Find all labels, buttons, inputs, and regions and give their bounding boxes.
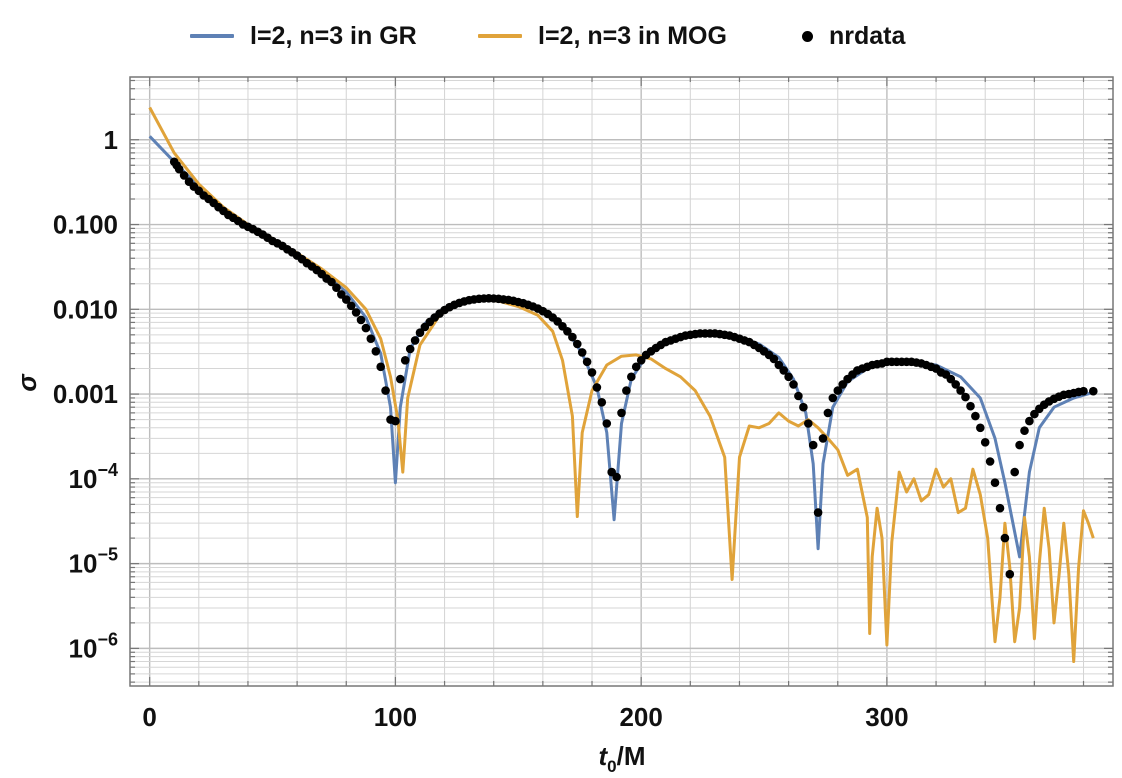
nrdata-point — [563, 327, 572, 336]
nrdata-point — [808, 440, 818, 450]
nrdata-point — [956, 386, 965, 395]
x-tick-label: 0 — [142, 702, 156, 732]
y-tick-label: 10−4 — [69, 460, 118, 494]
nrdata-point — [332, 283, 341, 293]
nrdata-point — [990, 478, 1000, 488]
y-tick-label: 0.010 — [53, 294, 118, 324]
y-tick-label: 10−6 — [69, 629, 118, 663]
nrdata-point — [582, 357, 592, 367]
nrdata-point — [789, 380, 798, 389]
y-tick-label: 0.001 — [53, 379, 118, 409]
nrdata-point — [779, 366, 788, 375]
y-axis-label: σ — [12, 373, 42, 392]
nrdata-point — [980, 438, 990, 447]
nrdata-point — [813, 508, 823, 517]
y-tick-labels: 1 0.100 0.010 0.001 10−4 10−5 10−6 — [53, 125, 118, 664]
nrdata-point — [174, 164, 184, 174]
nrdata-point — [612, 472, 621, 482]
nrdata-point — [622, 386, 631, 395]
y-tick-label: 1 — [104, 125, 118, 155]
nrdata-point — [356, 315, 366, 325]
nrdata-point — [179, 171, 189, 180]
nrdata-point — [396, 374, 405, 384]
legend-mog-swatch — [478, 34, 522, 38]
nrdata-point — [391, 416, 400, 426]
nrdata-point — [346, 301, 356, 311]
nrdata-point — [804, 419, 813, 428]
nrdata-point — [597, 398, 607, 407]
nrdata-point — [1089, 386, 1098, 396]
nrdata-point — [602, 419, 612, 428]
nrdata-point — [976, 423, 985, 433]
nrdata-point — [966, 401, 975, 411]
x-tick-label: 200 — [619, 702, 662, 732]
legend-item-nrdata: nrdata — [802, 14, 905, 58]
nrdata-point — [351, 308, 361, 317]
nrdata-point — [587, 368, 597, 377]
nrdata-point — [951, 380, 960, 389]
legend: l=2, n=3 in GR l=2, n=3 in MOG nrdata — [0, 14, 1122, 58]
y-tick-label: 10−5 — [69, 545, 118, 579]
legend-gr-swatch — [190, 34, 234, 38]
nrdata-point — [995, 503, 1005, 513]
legend-gr-label: l=2, n=3 in GR — [250, 21, 417, 50]
nrdata-point — [400, 356, 410, 365]
nrdata-point — [342, 295, 351, 304]
x-tick-label: 300 — [865, 702, 908, 732]
nrdata-point — [592, 383, 602, 392]
legend-item-mog: l=2, n=3 in MOG — [478, 14, 727, 58]
tick-marks — [130, 77, 1113, 686]
x-tick-labels: 0 100 200 300 — [142, 702, 908, 732]
grid — [130, 77, 1113, 686]
nrdata-point — [573, 339, 582, 349]
nrdata-point — [415, 328, 425, 338]
nrdata-point — [376, 362, 386, 372]
nrdata-point — [784, 372, 793, 382]
nrdata-point — [1000, 533, 1010, 543]
legend-nrdata-swatch — [802, 30, 813, 42]
nrdata-point — [794, 391, 803, 401]
nrdata-point — [627, 372, 636, 382]
series-line-1 — [148, 106, 1095, 663]
nrdata-point — [327, 277, 336, 287]
nrdata-point — [985, 457, 995, 466]
nrdata-point — [1079, 386, 1088, 396]
series-layer — [148, 106, 1098, 663]
x-axis-label: t0/M — [598, 741, 645, 776]
nrdata-point — [631, 362, 641, 372]
nrdata-point — [769, 354, 779, 364]
nrdata-point — [366, 334, 376, 344]
nrdata-point — [1015, 440, 1024, 450]
nrdata-point — [823, 408, 833, 418]
nrdata-point — [1020, 426, 1029, 436]
nrdata-point — [1025, 416, 1034, 426]
nrdata-point — [961, 392, 970, 402]
legend-item-gr: l=2, n=3 in GR — [190, 14, 417, 58]
nrdata-point — [361, 323, 371, 333]
nrdata-point — [405, 344, 415, 354]
legend-mog-label: l=2, n=3 in MOG — [538, 21, 727, 50]
nrdata-point — [818, 434, 828, 443]
nrdata-point — [833, 386, 843, 395]
nrdata-point — [371, 347, 381, 356]
x-tick-label: 100 — [374, 702, 417, 732]
nrdata-point — [577, 348, 587, 357]
y-tick-label: 0.100 — [53, 210, 118, 240]
nrdata-point — [568, 332, 577, 342]
nrdata-point — [1005, 569, 1015, 579]
plot-frame — [129, 76, 1114, 687]
nrdata-point — [381, 386, 390, 395]
legend-nrdata-label: nrdata — [829, 21, 906, 50]
nrdata-point — [617, 408, 626, 418]
nrdata-point — [1010, 467, 1019, 477]
nrdata-point — [828, 393, 838, 403]
nrdata-point — [799, 402, 808, 412]
nrdata-point — [971, 411, 980, 421]
nrdata-point — [410, 336, 420, 345]
